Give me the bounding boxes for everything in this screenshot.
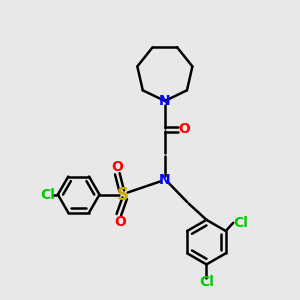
Text: N: N [159,173,171,187]
Text: N: N [159,94,171,108]
Text: Cl: Cl [199,275,214,289]
Text: Cl: Cl [40,188,55,202]
Text: Cl: Cl [233,216,248,230]
Text: O: O [111,160,123,174]
Text: O: O [114,215,126,229]
Text: O: O [178,122,190,136]
Text: S: S [117,186,129,204]
